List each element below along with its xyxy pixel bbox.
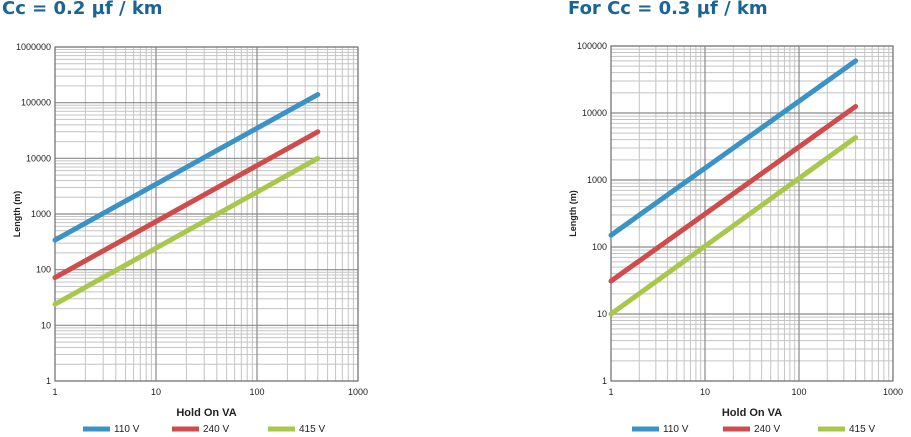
plot-frame <box>54 46 359 382</box>
x-axis-label: Hold On VA <box>176 407 236 419</box>
x-tick-label: 1000 <box>883 387 903 397</box>
x-tick-label: 100 <box>791 387 806 397</box>
x-tick-label: 100 <box>249 387 264 397</box>
y-tick-label: 10 <box>41 320 51 330</box>
y-tick-label: 100 <box>592 242 607 252</box>
y-tick-label: 10 <box>597 309 607 319</box>
series-line-415v <box>608 135 859 317</box>
y-tick-label: 100000 <box>577 41 607 51</box>
x-axis-label: Hold On VA <box>722 407 782 419</box>
legend-label: 240 V <box>754 424 780 435</box>
grid <box>54 46 359 382</box>
series-line-415v <box>52 155 321 307</box>
series-line-240v <box>608 104 859 284</box>
y-tick-label: 1000 <box>587 175 607 185</box>
legend-label: 110 V <box>114 424 140 435</box>
y-tick-label: 1 <box>46 376 51 386</box>
legend-label: 415 V <box>849 424 875 435</box>
x-tick-label: 1 <box>608 387 613 397</box>
legend-label: 415 V <box>299 424 325 435</box>
x-tick-label: 10 <box>151 387 161 397</box>
y-tick-label: 1 <box>602 376 607 386</box>
y-tick-label: 10000 <box>26 153 51 163</box>
x-tick-label: 1000 <box>348 387 368 397</box>
series-line-110v <box>52 92 321 243</box>
y-tick-label: 100000 <box>21 98 51 108</box>
y-axis-label: Length (m) <box>568 190 578 237</box>
legend-label: 110 V <box>663 424 689 435</box>
legend-label: 240 V <box>203 424 229 435</box>
y-tick-label: 10000 <box>582 108 607 118</box>
series-line-110v <box>608 58 859 238</box>
chart-title-right: For Cc = 0.3 µf / km <box>568 0 768 19</box>
chart-title-left: Cc = 0.2 µf / km <box>2 0 163 19</box>
x-tick-label: 10 <box>700 387 710 397</box>
plot-frame <box>610 45 894 382</box>
x-tick-label: 1 <box>52 387 57 397</box>
y-tick-label: 100 <box>36 265 51 275</box>
y-axis-label: Length (m) <box>12 191 22 238</box>
y-tick-label: 1000 <box>31 209 51 219</box>
series-line-240v <box>52 129 321 281</box>
y-tick-label: 1000000 <box>16 42 51 52</box>
